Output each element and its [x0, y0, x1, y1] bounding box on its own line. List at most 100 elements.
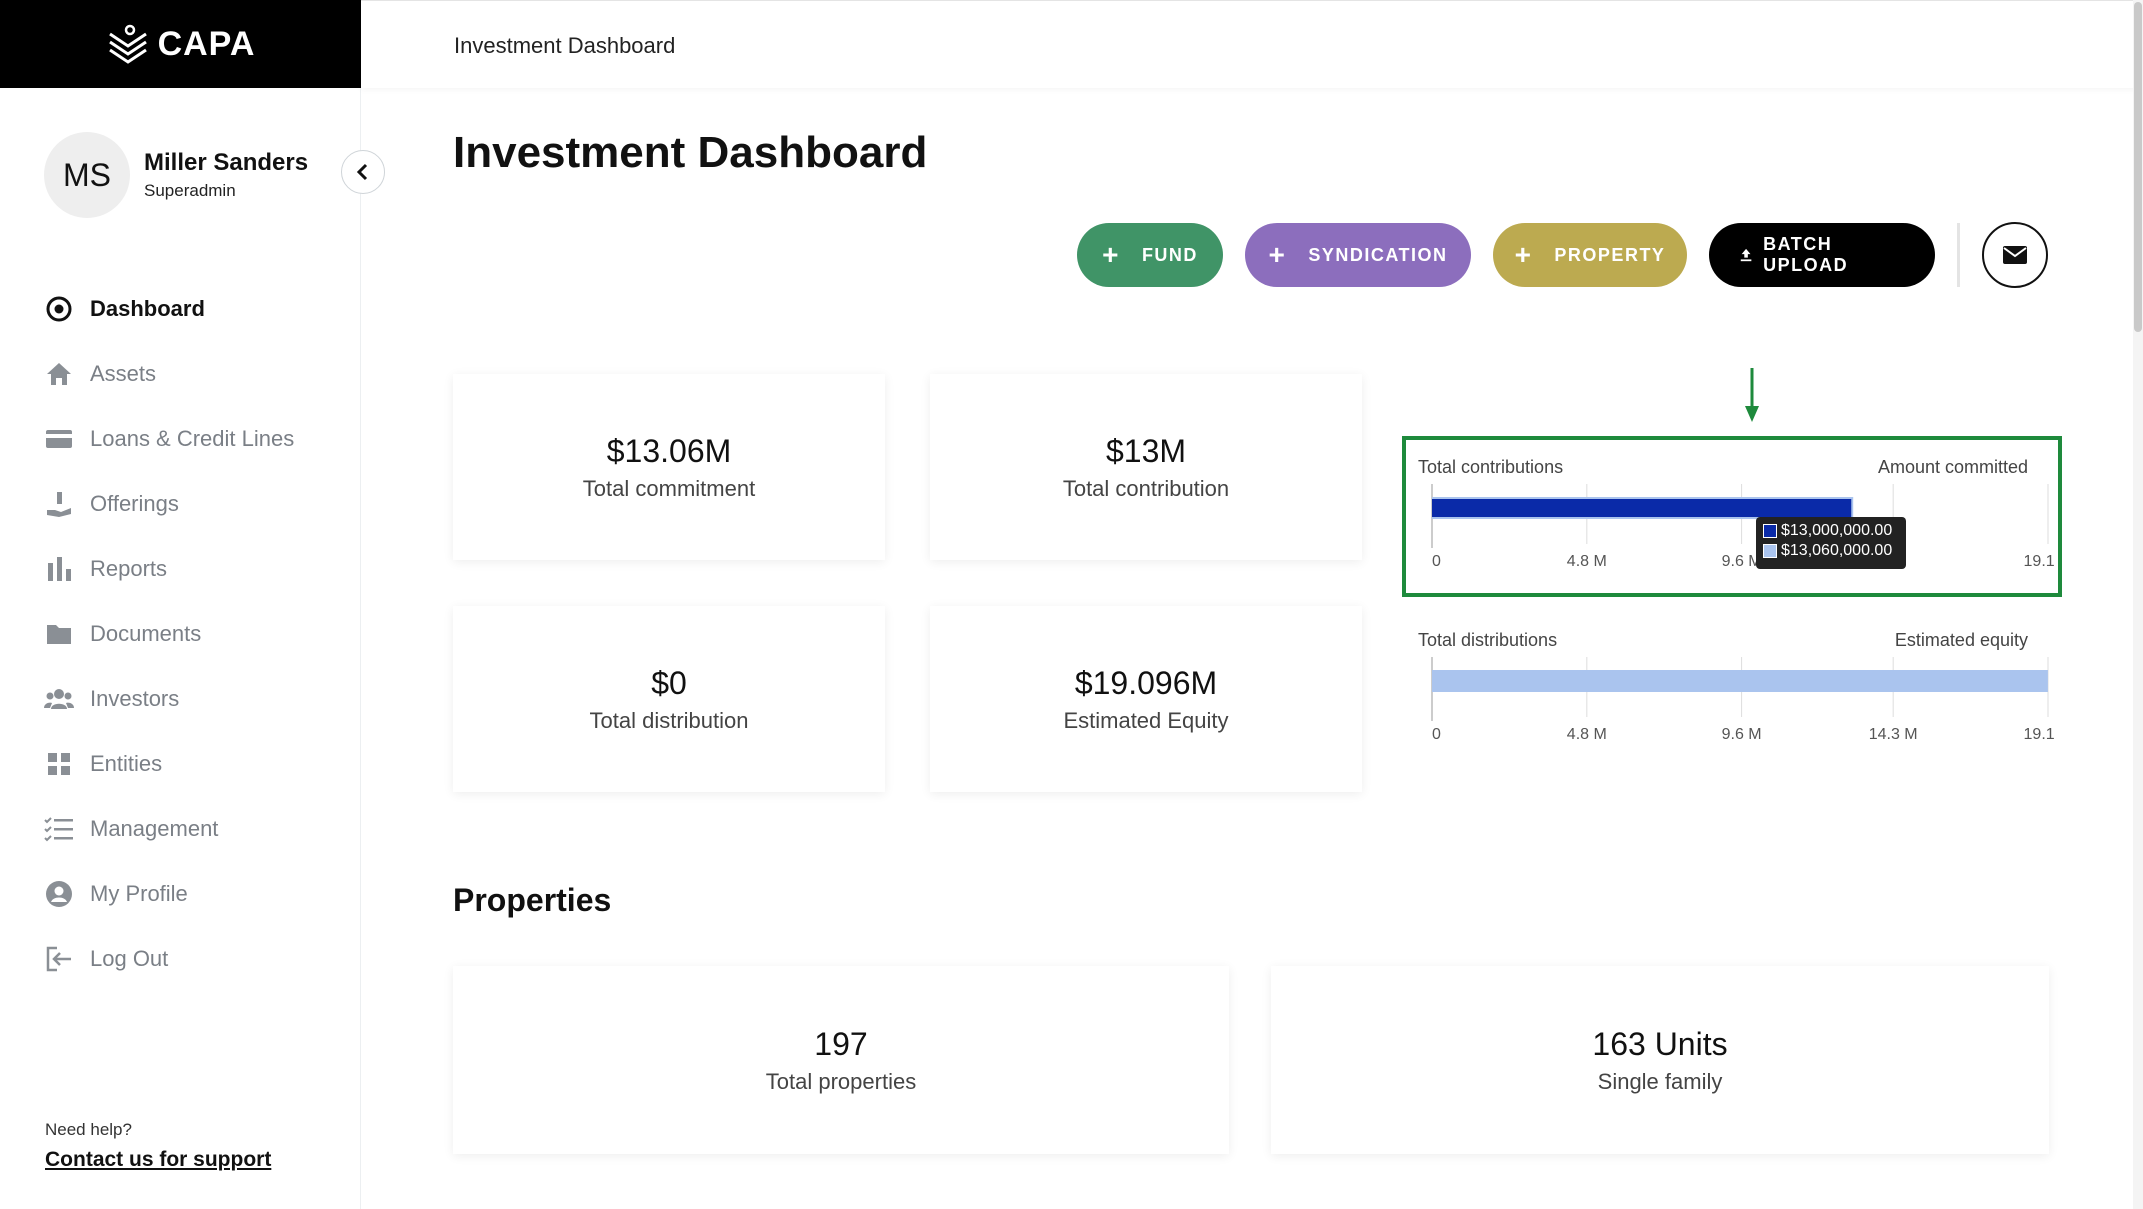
top-bar: Investment Dashboard [361, 0, 2143, 88]
card-label: Total contribution [1062, 475, 1230, 501]
sidebar-item-assets[interactable]: Assets [44, 341, 294, 406]
card-value: $0 [651, 664, 687, 701]
sidebar-item-log-out[interactable]: Log Out [44, 926, 294, 991]
chart-tick-label: 0 [1432, 553, 1441, 570]
scrollbar-track[interactable] [2133, 0, 2143, 1209]
card-label: Total properties [765, 1068, 917, 1094]
plus-icon: + [1514, 239, 1533, 270]
help-label: Need help? [45, 1120, 132, 1139]
sidebar: CAPA MS Miller Sanders Superadmin Dashbo… [0, 0, 361, 1209]
sidebar-item-label: Documents [90, 620, 202, 646]
hand-coin-icon [44, 489, 74, 519]
bar-chart-icon [44, 554, 74, 584]
upload-icon [1740, 248, 1752, 262]
sidebar-item-label: Investors [90, 685, 180, 711]
tooltip-row: $13,000,000.00 [1763, 521, 1899, 541]
card-label: Single family [1597, 1068, 1723, 1094]
plus-icon: + [1102, 239, 1120, 270]
sidebar-item-loans[interactable]: Loans & Credit Lines [44, 406, 294, 471]
batch-upload-button[interactable]: BATCH UPLOAD [1709, 223, 1935, 287]
card-value: 197 [814, 1025, 868, 1062]
card-value: $13.06M [606, 432, 732, 469]
user-role: Superadmin [144, 181, 236, 200]
mail-button[interactable] [1982, 222, 2048, 288]
chart-tooltip: $13,000,000.00 $13,060,000.00 [1756, 517, 1906, 569]
sidebar-item-dashboard[interactable]: Dashboard [44, 276, 294, 341]
sidebar-item-my-profile[interactable]: My Profile [44, 861, 294, 926]
contributions-chart[interactable]: Total contributions Amount committed 0 4.… [1410, 444, 2054, 589]
add-fund-button[interactable]: + FUND [1077, 223, 1223, 287]
summary-card-total-distribution: $0 Total distribution [453, 606, 885, 792]
add-fund-label: FUND [1141, 244, 1198, 265]
card-label: Total commitment [582, 475, 756, 501]
logo-bar[interactable]: CAPA [0, 0, 361, 88]
users-icon [44, 684, 74, 714]
chart-label-right: Estimated equity [1895, 630, 2028, 650]
help-section: Need help? Contact us for support [45, 1120, 271, 1172]
card-value: $19.096M [1074, 664, 1218, 701]
property-card-total: 197 Total properties [453, 966, 1229, 1154]
sidebar-item-entities[interactable]: Entities [44, 731, 294, 796]
tooltip-swatch [1763, 544, 1777, 558]
chevron-left-icon [356, 163, 368, 181]
page-title: Investment Dashboard [453, 128, 928, 177]
avatar-initials: MS [63, 156, 111, 193]
chart-bar-total-contributions[interactable] [1432, 499, 1852, 517]
sidebar-nav: Dashboard Assets Loans & Credit Lines Of… [44, 276, 294, 991]
card-value: 163 Units [1592, 1025, 1728, 1062]
chart-tick-label: 9.6 M [1722, 553, 1762, 570]
action-divider [1957, 223, 1960, 287]
brand-name: CAPA [157, 24, 256, 63]
checklist-icon [44, 814, 74, 844]
card-label: Total distribution [589, 707, 749, 733]
folder-icon [44, 619, 74, 649]
annotation-arrow-icon [1745, 368, 1759, 422]
sidebar-item-documents[interactable]: Documents [44, 601, 294, 666]
user-name: Miller Sanders [144, 149, 309, 176]
add-property-label: PROPERTY [1554, 244, 1666, 265]
sidebar-item-label: Entities [90, 750, 163, 776]
collapse-sidebar-button[interactable] [341, 150, 385, 194]
sidebar-item-reports[interactable]: Reports [44, 536, 294, 601]
sidebar-item-label: Offerings [90, 490, 179, 516]
chart-label-left: Total contributions [1418, 457, 1563, 477]
add-property-button[interactable]: + PROPERTY [1493, 223, 1687, 287]
chart-label-left: Total distributions [1418, 630, 1557, 650]
chart-tick-label: 19.1 M [2024, 553, 2054, 570]
tooltip-value: $13,000,000.00 [1781, 522, 1893, 539]
summary-card-estimated-equity: $19.096M Estimated Equity [930, 606, 1362, 792]
card-label: Estimated Equity [1063, 707, 1229, 733]
distributions-chart[interactable]: Total distributions Estimated equity 0 4.… [1410, 617, 2054, 762]
sidebar-item-investors[interactable]: Investors [44, 666, 294, 731]
scrollbar-thumb[interactable] [2134, 2, 2142, 332]
add-syndication-button[interactable]: + SYNDICATION [1245, 223, 1471, 287]
sidebar-item-management[interactable]: Management [44, 796, 294, 861]
credit-card-icon [44, 424, 74, 454]
batch-upload-label: BATCH UPLOAD [1763, 234, 1849, 275]
tooltip-value: $13,060,000.00 [1781, 542, 1893, 559]
grid-icon [44, 749, 74, 779]
sidebar-item-offerings[interactable]: Offerings [44, 471, 294, 536]
user-circle-icon [44, 879, 74, 909]
action-bar: + FUND + SYNDICATION + PROPERTY BATCH UP… [1077, 222, 2048, 288]
sidebar-item-label: Management [90, 815, 219, 841]
sidebar-item-label: Assets [90, 360, 157, 386]
chart-tick-label: 9.6 M [1722, 726, 1762, 743]
avatar: MS [44, 132, 130, 218]
plus-icon: + [1268, 239, 1287, 270]
chart-tick-label: 0 [1432, 726, 1441, 743]
chart-tick-label: 4.8 M [1567, 553, 1607, 570]
chart-tick-label: 19.1 M [2024, 726, 2054, 743]
chart-bar-estimated-equity[interactable] [1432, 670, 2048, 692]
tooltip-row: $13,060,000.00 [1763, 541, 1899, 561]
summary-card-total-contribution: $13M Total contribution [930, 374, 1362, 560]
card-value: $13M [1105, 432, 1187, 469]
chart-tick-label: 4.8 M [1567, 726, 1607, 743]
sidebar-item-label: My Profile [90, 880, 188, 906]
contact-support-link[interactable]: Contact us for support [45, 1148, 272, 1171]
sidebar-item-label: Reports [90, 555, 168, 581]
sidebar-item-label: Log Out [90, 945, 169, 971]
chart-highlight-box [1402, 436, 2062, 597]
mail-icon [2003, 246, 2027, 264]
property-card-single-family: 163 Units Single family [1271, 966, 2049, 1154]
